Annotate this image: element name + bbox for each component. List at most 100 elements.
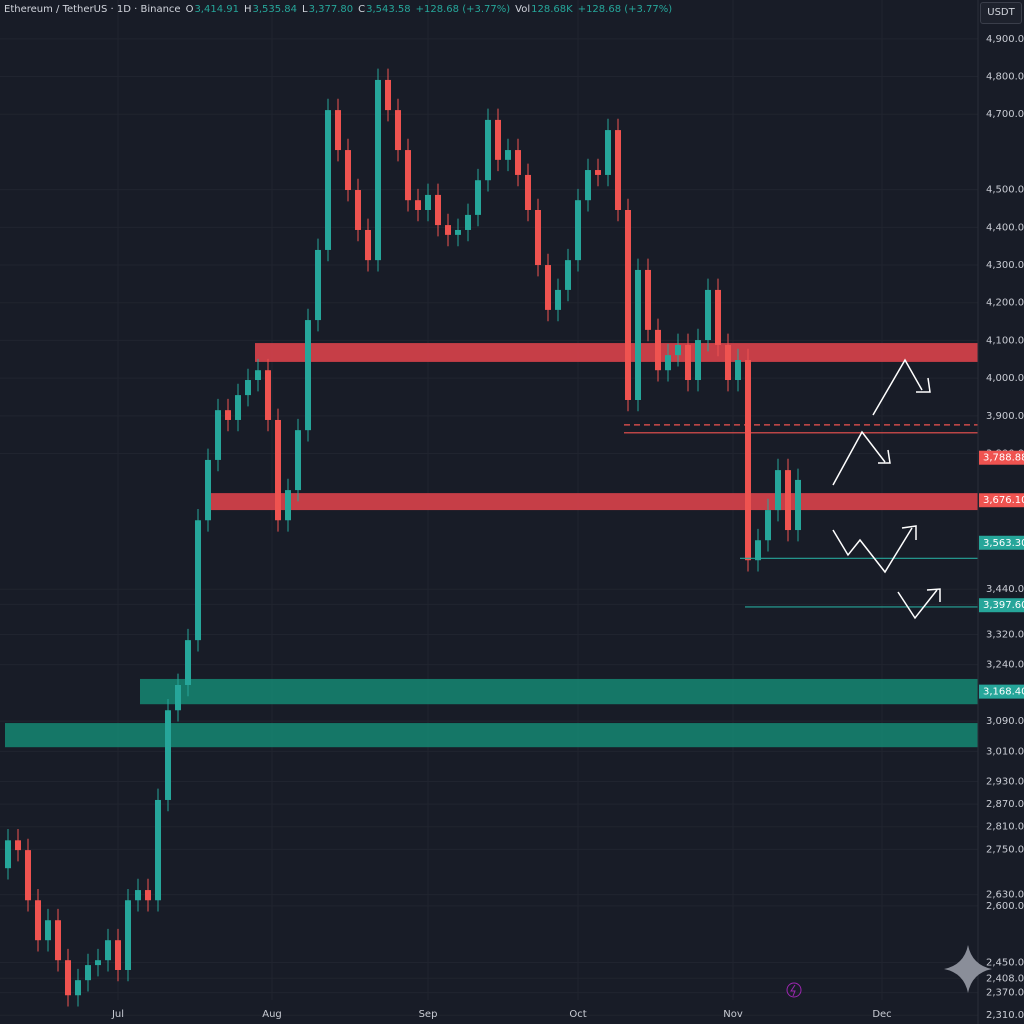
field-key: H [243,4,252,15]
candle-body [735,360,741,381]
candle-body [405,150,411,201]
candle-body [335,110,341,151]
candle-body [775,470,781,511]
zone [5,723,978,748]
y-tick-label: 3,240.00 [986,660,1024,671]
candle-body [655,329,661,371]
candle-body [525,174,531,210]
y-tick-label: 3,440.00 [986,584,1024,595]
y-tick-label: 4,000.00 [986,373,1024,384]
candle-body [255,370,261,381]
candle-body [785,470,791,531]
candle-body [265,370,271,420]
candle-body [45,920,51,941]
candle-body [605,130,611,175]
x-tick-label: Dec [872,1009,891,1020]
candle-body [555,289,561,310]
candle-body [485,119,491,181]
projection-arrows [832,358,941,620]
field-value: 3,414.91 [194,4,239,15]
candle-body [725,344,731,381]
y-tick-label: 4,900.00 [986,34,1024,45]
candle-body [375,79,381,261]
candle-body [155,799,161,901]
price-tag [979,493,1024,508]
y-tick-label: 4,100.00 [986,335,1024,346]
symbol: Ethereum / TetherUS · 1D · Binance [4,4,181,15]
candle-body [715,289,721,345]
candle-body [445,225,451,235]
y-tick-label: 4,400.00 [986,222,1024,233]
candle-body [85,965,91,981]
candle-body [795,479,801,531]
y-tick-label: 4,800.00 [986,72,1024,83]
candle-body [695,340,701,381]
y-tick-label: 2,370.00 [986,988,1024,999]
field-value: 3,535.84 [252,4,298,15]
y-tick-label: 3,900.00 [986,411,1024,422]
candle-body [425,194,431,210]
candle-body [385,79,391,111]
candle-body [345,150,351,191]
arrow [832,525,917,574]
candle-body [685,344,691,381]
price-tags: 3,788.88 3,676.10 3,563.30 3,397.60 3,168.40 [979,450,1024,699]
candle-body [645,269,651,330]
candle-body [175,684,181,711]
price-tag [979,535,1024,550]
x-tick-label: Oct [569,1009,586,1020]
candle-body [285,490,291,521]
candle-body [125,900,131,970]
candle-body [185,640,191,685]
candle-body [625,209,631,400]
y-tick-label: 2,630.00 [986,890,1024,901]
price-tag-label: 3,788.88 [983,453,1024,464]
price-tag [979,450,1024,465]
y-tick-label: 4,300.00 [986,260,1024,271]
field-key: C [358,4,366,15]
candle-body [135,890,141,901]
price-tag [979,684,1024,699]
candle-body [495,119,501,160]
y-tick-label: 2,870.00 [986,799,1024,810]
candle-body [315,249,321,321]
currency-button[interactable]: USDT [980,2,1022,24]
candle-body [195,520,201,641]
candle-body [505,150,511,160]
candle-body [365,229,371,261]
y-tick-label: 2,930.00 [986,777,1024,788]
candle-body [165,710,171,800]
y-tick-label: 4,500.00 [986,185,1024,196]
candle-body [295,430,301,491]
candle-body [675,344,681,356]
y-tick-label: 2,750.00 [986,844,1024,855]
candle-body [95,960,101,966]
candle-body [225,410,231,420]
x-tick-label: Aug [262,1009,282,1020]
zone [205,493,978,511]
candle-body [585,170,591,201]
y-tick-label: 4,700.00 [986,109,1024,120]
field-value: 3,543.58 [366,4,411,15]
sparkle-icon [944,945,992,993]
candle-body [745,360,751,561]
y-tick-label: 4,200.00 [986,298,1024,309]
candle-body [415,200,421,210]
candle-body [665,355,671,371]
header: Ethereum / TetherUS · 1D · Binance O3,414… [4,4,677,15]
price-tag-label: 3,397.60 [983,600,1024,611]
arrow [897,588,941,620]
candle-body [65,960,71,996]
price-tag-label: 3,563.30 [983,538,1024,549]
field-value: 128.68K [531,4,573,15]
alert-icon[interactable] [786,982,802,998]
candle-body [105,940,111,961]
candle-body [25,850,31,901]
zone [255,343,978,362]
field-value: +128.68 (+3.77%) [577,4,673,15]
grid [0,0,978,1015]
candle-body [235,395,241,420]
field-key: O [185,4,194,15]
candle-body [355,190,361,230]
candle-body [395,110,401,151]
